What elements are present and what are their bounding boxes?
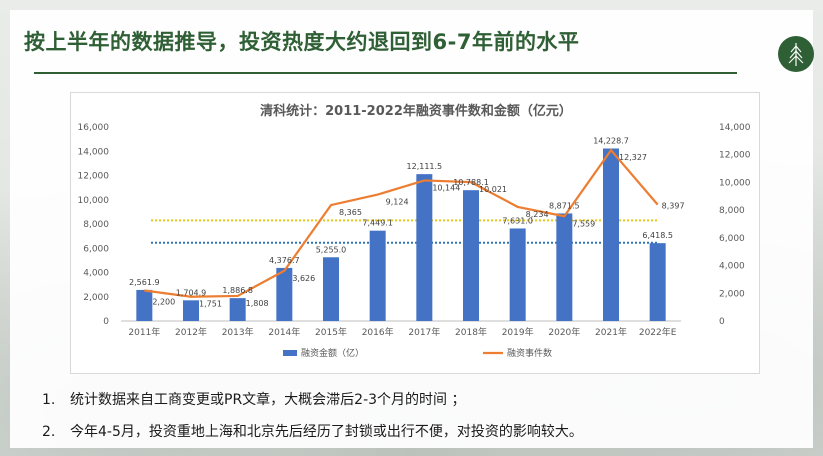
x-tick-label: 2017年 — [408, 326, 440, 338]
chart-container: 清科统计：2011-2022年融资事件数和金额（亿元） 0 2,000 4,000 6,… — [70, 92, 760, 374]
bar — [369, 230, 386, 321]
y-right-tick-label: 4,000 — [719, 262, 745, 272]
bar — [276, 267, 293, 321]
y-left-tick-label: 2,000 — [83, 293, 109, 303]
line-data-label: 10,144 — [432, 183, 460, 192]
bar-data-label: 14,228.7 — [593, 136, 629, 145]
line-data-label: 1,751 — [199, 300, 222, 309]
bar-data-label: 8,871.5 — [549, 201, 580, 210]
line-data-label: 2,200 — [152, 298, 175, 307]
legend-swatch-bar — [283, 350, 297, 356]
x-tick-label: 2018年 — [455, 326, 487, 338]
line-data-label: 8,397 — [662, 202, 685, 211]
x-tick-label: 2019年 — [502, 326, 534, 338]
line-data-label: 9,124 — [386, 198, 409, 207]
note-text: 今年4-5月，投资重地上海和北京先后经历了封锁或出行不便，对投资的影响较大。 — [70, 424, 583, 440]
line-series — [144, 148, 659, 298]
combo-chart: 清科统计：2011-2022年融资事件数和金额（亿元） 0 2,000 4,000 6,… — [78, 103, 751, 359]
y-left-tick-label: 0 — [103, 317, 109, 327]
note-item: 1. 统计数据来自工商变更或PR文章，大概会滞后2-3个月的时间 ； — [38, 386, 798, 418]
x-tick-label: 2021年 — [595, 326, 627, 338]
slide-title: 按上半年的数据推导，投资热度大约退回到6-7年前的水平 — [24, 30, 580, 54]
x-tick-label: 2022年E — [639, 326, 677, 338]
bar-data-label: 10,788.1 — [453, 178, 489, 187]
x-tick-label: 2013年 — [222, 326, 254, 338]
bar-data-label: 1,704.9 — [176, 288, 207, 297]
y-right-tick-label: 8,000 — [719, 206, 745, 216]
bar-data-label: 5,255.0 — [316, 245, 347, 254]
y-left-tick-label: 4,000 — [83, 269, 109, 279]
x-tick-label: 2012年 — [175, 326, 207, 338]
y-right-tick-label: 12,000 — [719, 151, 751, 161]
bar — [556, 213, 573, 321]
bar-data-label: 2,561.9 — [129, 278, 160, 287]
y-left-tick-label: 10,000 — [78, 196, 110, 206]
y-right-tick-label: 0 — [719, 317, 725, 327]
pine-tree-icon — [778, 36, 814, 72]
bar-data-label: 1,886.8 — [222, 286, 253, 295]
line-data-label: 7,559 — [572, 219, 595, 228]
bar-data-label: 7,631.0 — [502, 216, 533, 225]
bar — [323, 257, 339, 321]
note-item: 2. 今年4-5月，投资重地上海和北京先后经历了封锁或出行不便，对投资的影响较大… — [38, 418, 798, 450]
content-panel: 按上半年的数据推导，投资热度大约退回到6-7年前的水平 清科统计：2011-20… — [10, 10, 814, 450]
bar-data-label: 6,418.5 — [642, 231, 673, 240]
y-left-tick-label: 6,000 — [83, 244, 109, 254]
x-tick-label: 2015年 — [315, 326, 347, 338]
y-right-tick-label: 2,000 — [719, 289, 745, 299]
line-data-label: 8,234 — [526, 210, 549, 219]
line-data-label: 10,021 — [479, 185, 507, 194]
y-left-tick-label: 12,000 — [78, 172, 110, 182]
legend-label-line: 融资事件数 — [507, 347, 552, 359]
legend-label-bar: 融资金额（亿） — [301, 347, 364, 359]
chart-title: 清科统计：2011-2022年融资事件数和金额（亿元） — [260, 103, 572, 119]
bar — [183, 300, 199, 321]
line-data-label: 12,327 — [619, 153, 647, 162]
y-right-tick-label: 14,000 — [719, 123, 751, 133]
line-data-label: 3,626 — [292, 274, 315, 283]
x-tick-label: 2020年 — [548, 326, 580, 338]
notes-list: 1. 统计数据来自工商变更或PR文章，大概会滞后2-3个月的时间 ； 2. 今年… — [38, 386, 798, 450]
bar — [229, 298, 246, 321]
y-right-tick-label: 10,000 — [719, 178, 751, 188]
title-underline — [34, 72, 737, 74]
bar-data-label: 12,111.5 — [407, 162, 443, 171]
bar — [463, 190, 479, 321]
bar — [649, 243, 666, 321]
y-right-tick-label: 6,000 — [719, 234, 745, 244]
note-text: 统计数据来自工商变更或PR文章，大概会滞后2-3个月的时间 ； — [70, 392, 466, 408]
x-tick-label: 2014年 — [268, 326, 300, 338]
bar — [509, 228, 526, 321]
y-left-tick-label: 14,000 — [78, 147, 110, 157]
bar-data-label: 7,449.1 — [362, 219, 393, 228]
bar — [603, 148, 619, 321]
note-number: 2. — [42, 424, 56, 440]
x-tick-label: 2011年 — [128, 326, 160, 338]
bar-data-label: 4,376.7 — [269, 256, 300, 265]
note-number: 1. — [42, 392, 56, 408]
bar — [416, 174, 433, 321]
x-tick-label: 2016年 — [362, 326, 394, 338]
line-data-label: 8,365 — [339, 208, 362, 217]
line-data-label: 1,808 — [246, 299, 269, 308]
y-left-tick-label: 16,000 — [78, 123, 110, 133]
bar — [136, 289, 153, 321]
y-left-tick-label: 8,000 — [83, 220, 109, 230]
